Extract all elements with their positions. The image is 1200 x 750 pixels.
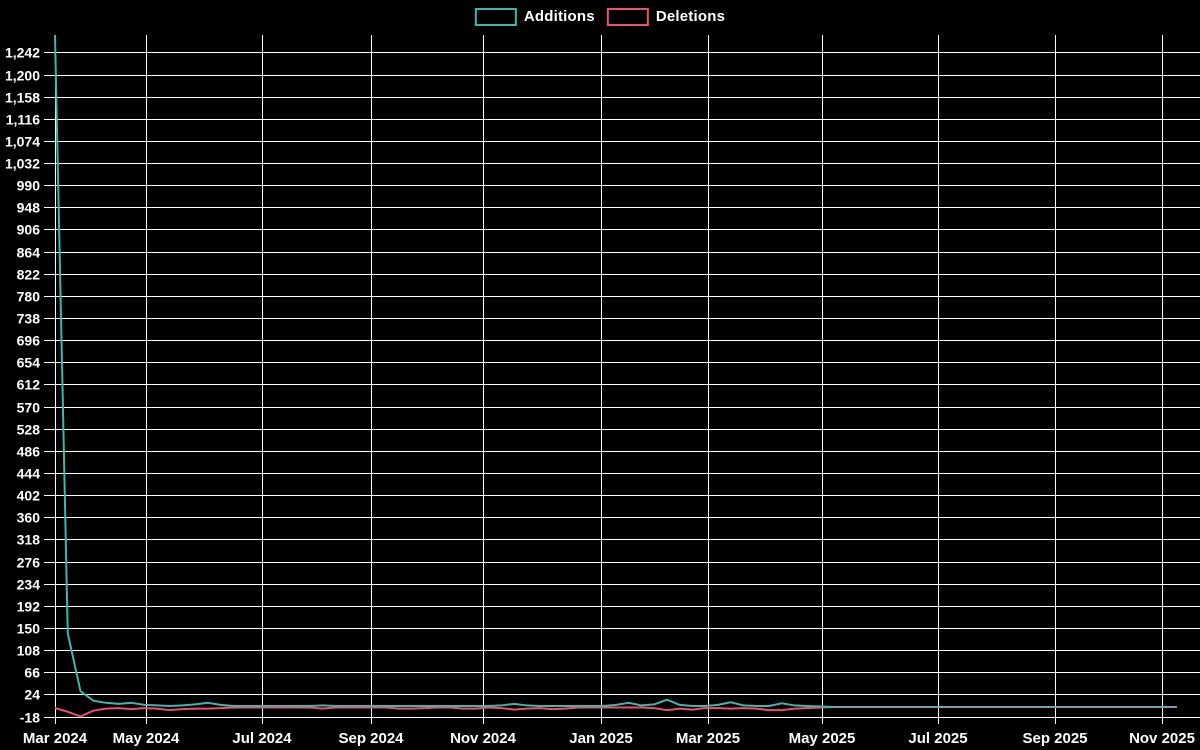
additions-legend-label: Additions	[523, 8, 595, 25]
y-axis-label: 192	[17, 599, 41, 615]
y-axis-label: 654	[17, 355, 41, 371]
x-axis-label: May 2025	[789, 730, 856, 747]
y-axis-label: 276	[17, 555, 41, 571]
x-axis-label: May 2024	[113, 730, 180, 747]
y-axis-label: 696	[17, 333, 41, 349]
y-axis-label: 150	[17, 621, 41, 637]
x-axis-label: Mar 2024	[23, 730, 88, 747]
x-axis-label: Sep 2025	[1022, 730, 1087, 747]
y-axis-label: 570	[17, 400, 41, 416]
deletions-swatch-icon	[606, 8, 649, 26]
x-axis-label: Nov 2024	[450, 730, 517, 747]
y-axis-label: 780	[17, 289, 41, 305]
y-axis-label: -18	[20, 710, 40, 726]
y-axis-label: 990	[17, 178, 41, 194]
legend-item-deletions[interactable]: Deletions	[606, 8, 726, 26]
y-axis-label: 738	[17, 311, 41, 327]
y-axis-label: 444	[17, 466, 41, 482]
x-axis-label: Jul 2025	[908, 730, 967, 747]
x-axis-label: Nov 2025	[1129, 730, 1195, 747]
y-axis-label: 948	[17, 200, 41, 216]
x-axis-label: Mar 2025	[676, 730, 740, 747]
deletions-line	[54, 706, 1177, 718]
y-axis-label: 234	[17, 577, 41, 593]
x-axis-label: Jan 2025	[569, 730, 632, 747]
y-axis-label: 1,074	[5, 134, 40, 150]
y-axis-label: 402	[17, 488, 41, 504]
y-axis-label: 318	[17, 532, 41, 548]
y-axis-label: 360	[17, 510, 41, 526]
legend-item-additions[interactable]: Additions	[474, 8, 595, 26]
y-axis-label: 1,032	[5, 156, 40, 172]
y-axis-label: 906	[17, 222, 41, 238]
y-axis-label: 486	[17, 444, 41, 460]
y-axis-label: 612	[17, 377, 41, 393]
y-axis-label: 864	[17, 245, 41, 261]
y-axis-label: 108	[17, 643, 41, 659]
deletions-legend-label: Deletions	[655, 8, 726, 25]
x-axis-label: Jul 2024	[232, 730, 292, 747]
y-axis-label: 1,158	[5, 90, 40, 106]
y-axis-label: 1,116	[6, 112, 40, 128]
additions-swatch-icon	[474, 8, 517, 26]
y-axis-label: 66	[24, 665, 40, 681]
y-axis-label: 1,200	[5, 68, 40, 84]
x-axis-label: Sep 2024	[338, 730, 404, 747]
y-axis-label: 822	[17, 267, 41, 283]
chart-legend: Additions Deletions	[474, 8, 726, 26]
y-axis-label: 1,242	[5, 45, 40, 61]
y-axis-label: 528	[17, 422, 41, 438]
y-axis-label: 24	[24, 687, 40, 703]
